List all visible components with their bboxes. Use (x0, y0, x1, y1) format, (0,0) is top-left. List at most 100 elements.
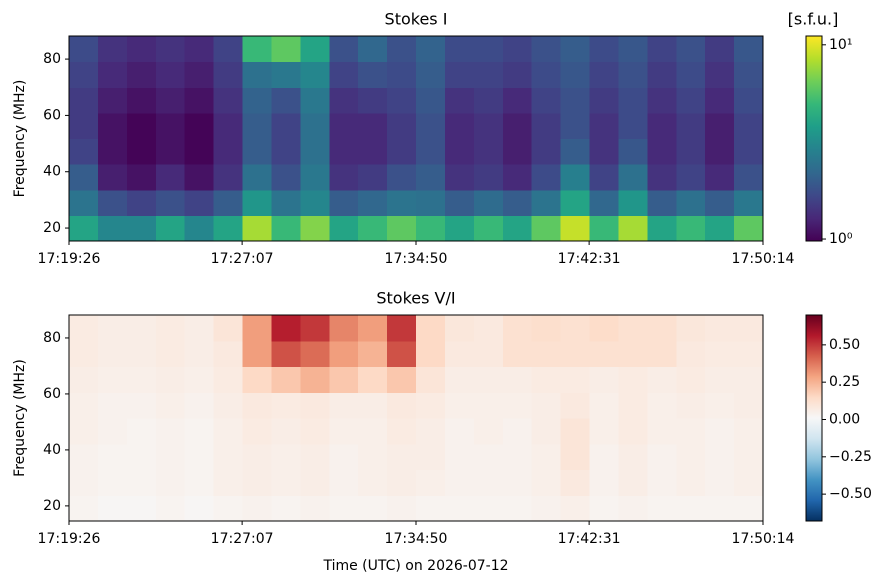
heatmap-cell (329, 164, 359, 191)
heatmap-cell (444, 87, 475, 114)
heatmap-cell (358, 112, 388, 140)
heatmap-cell (473, 189, 504, 216)
y-axis-label: Frequency (MHz) (12, 359, 28, 477)
heatmap-cell (155, 495, 186, 522)
colorbar-tick-label: −0.25 (829, 449, 872, 465)
heatmap-cell (155, 418, 186, 445)
heatmap-cell (589, 87, 620, 114)
heatmap-cell (618, 392, 648, 419)
heatmap-cell (213, 112, 244, 140)
heatmap-cell (155, 36, 186, 63)
heatmap-cell (271, 366, 301, 393)
heatmap-cell (416, 164, 446, 191)
heatmap-cell (647, 443, 677, 471)
heatmap-cell (213, 418, 244, 445)
heatmap-cell (300, 366, 330, 393)
heatmap-cell (502, 392, 533, 419)
heatmap-cell (560, 164, 591, 191)
heatmap-cell (676, 87, 706, 114)
heatmap-cell (271, 189, 301, 216)
heatmap-cell (97, 418, 128, 445)
heatmap-cell (213, 164, 244, 191)
heatmap-cell (184, 340, 215, 368)
colorbar-tick-label: 0.50 (829, 337, 860, 353)
heatmap-cell (560, 87, 591, 114)
heatmap-cell (213, 189, 244, 216)
heatmap-cell (734, 469, 764, 496)
heatmap-cell (531, 443, 562, 471)
heatmap-cell (560, 469, 591, 496)
heatmap-cell (126, 61, 157, 88)
heatmap-cell (531, 36, 562, 63)
heatmap-cell (734, 112, 764, 140)
heatmap-cell (589, 469, 620, 496)
x-tick-label: 17:50:14 (732, 531, 795, 547)
heatmap-cell (705, 392, 735, 419)
heatmap-cell (589, 443, 620, 471)
chart-title: Stokes V/I (376, 289, 455, 308)
heatmap-cell (97, 164, 128, 191)
heatmap-cell (473, 340, 504, 368)
heatmap-cell (473, 164, 504, 191)
heatmap-cell (416, 315, 446, 342)
heatmap-cell (69, 164, 99, 191)
heatmap-cell (242, 36, 273, 63)
heatmap-cell (444, 189, 475, 216)
heatmap-cell (560, 340, 591, 368)
heatmap-cell (155, 87, 186, 114)
heatmap-cell (329, 61, 359, 88)
heatmap-cell (589, 366, 620, 393)
heatmap-cell (416, 36, 446, 63)
colorbar-tick-label: −0.50 (829, 486, 872, 502)
heatmap-cell (502, 61, 533, 88)
heatmap-cell (300, 469, 330, 496)
heatmap (69, 315, 764, 522)
heatmap-cell (531, 469, 562, 496)
heatmap-cell (97, 189, 128, 216)
heatmap-cell (676, 469, 706, 496)
heatmap-cell (647, 315, 677, 342)
heatmap-cell (676, 340, 706, 368)
heatmap-cell (387, 469, 417, 496)
heatmap-cell (387, 36, 417, 63)
heatmap-cell (242, 366, 273, 393)
heatmap-cell (387, 87, 417, 114)
heatmap-cell (242, 215, 273, 242)
heatmap-cell (358, 469, 388, 496)
heatmap-cell (300, 340, 330, 368)
heatmap-cell (184, 189, 215, 216)
heatmap-cell (734, 189, 764, 216)
heatmap-cell (416, 87, 446, 114)
heatmap-cell (531, 215, 562, 242)
heatmap-cell (473, 366, 504, 393)
chart-title: Stokes I (385, 10, 448, 29)
x-tick-label: 17:34:50 (385, 531, 448, 547)
heatmap-cell (589, 495, 620, 522)
heatmap-cell (69, 418, 99, 445)
heatmap-cell (242, 164, 273, 191)
heatmap-cell (69, 138, 99, 165)
heatmap-cell (358, 495, 388, 522)
heatmap-cell (213, 495, 244, 522)
heatmap-cell (329, 215, 359, 242)
heatmap-cell (213, 138, 244, 165)
x-tick-label: 17:19:26 (38, 251, 101, 267)
heatmap-cell (502, 443, 533, 471)
heatmap-cell (705, 340, 735, 368)
heatmap-cell (502, 495, 533, 522)
heatmap-cell (358, 366, 388, 393)
heatmap-cell (502, 87, 533, 114)
heatmap-cell (502, 36, 533, 63)
heatmap-cell (618, 366, 648, 393)
heatmap-cell (69, 443, 99, 471)
heatmap-cell (676, 443, 706, 471)
heatmap-cell (560, 189, 591, 216)
heatmap-cell (705, 138, 735, 165)
heatmap-cell (502, 315, 533, 342)
heatmap-cell (560, 443, 591, 471)
heatmap-cell (69, 315, 99, 342)
heatmap-cell (358, 315, 388, 342)
heatmap-cell (69, 189, 99, 216)
heatmap-cell (329, 189, 359, 216)
heatmap-cell (618, 495, 648, 522)
